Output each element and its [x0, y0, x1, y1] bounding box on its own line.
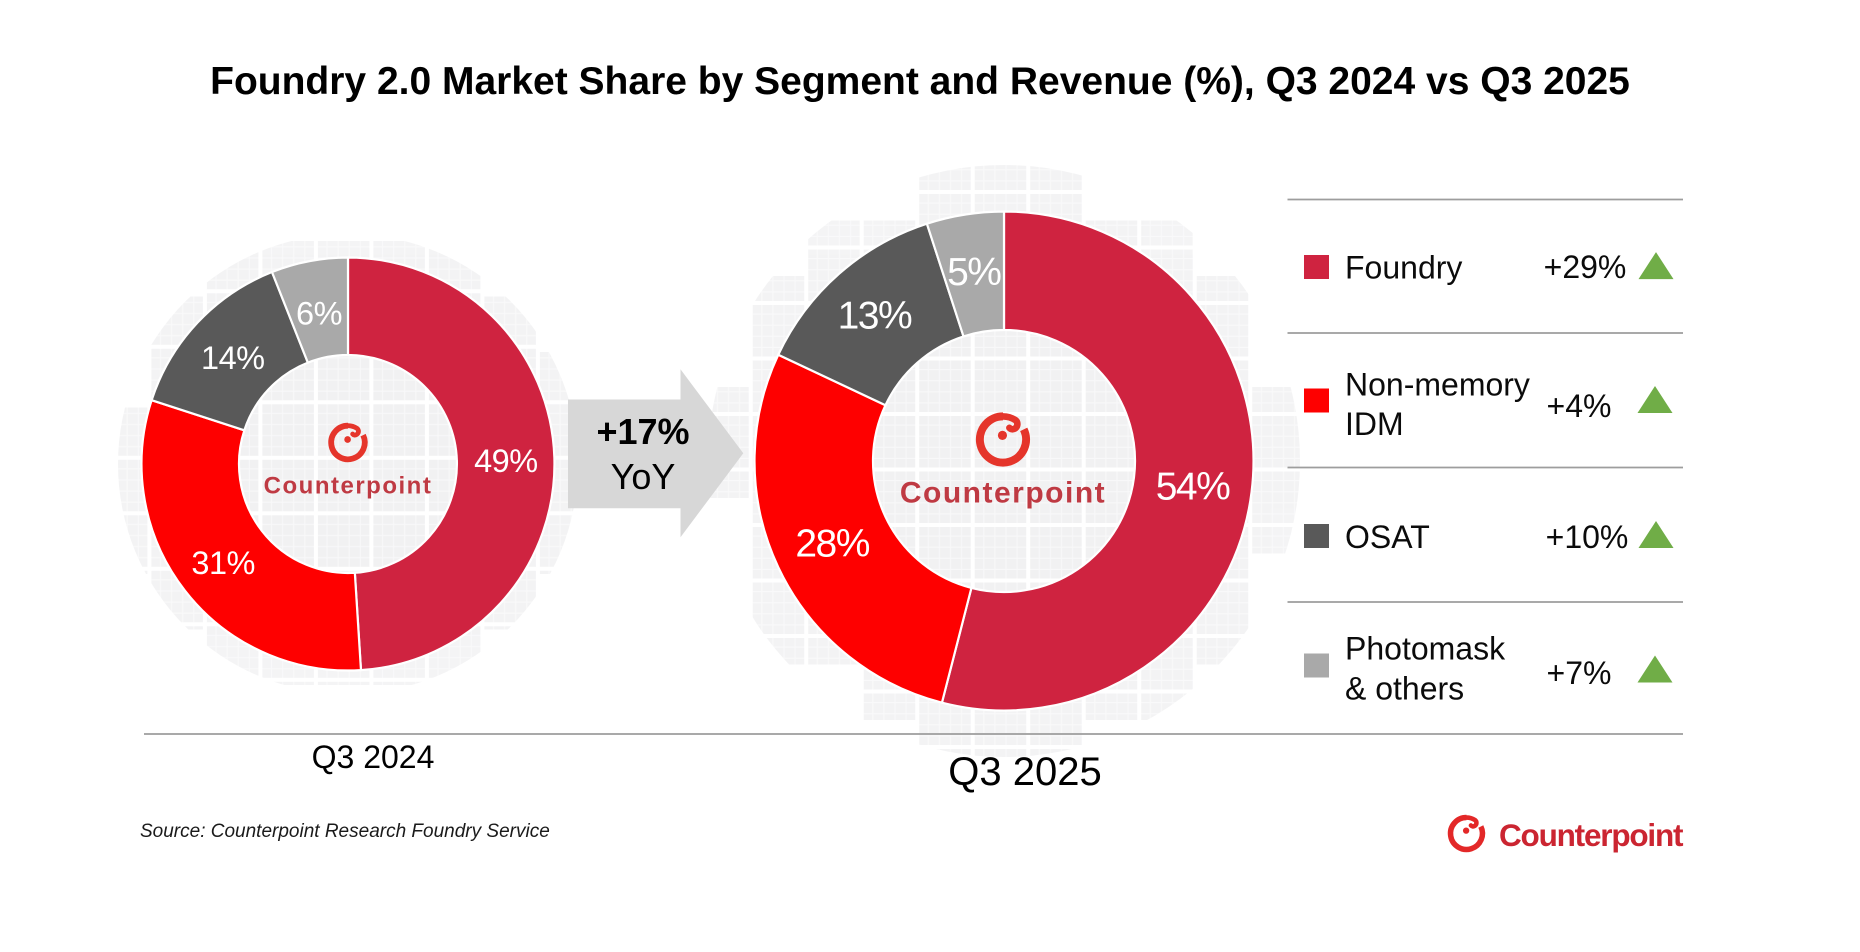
svg-text:31%: 31%	[191, 545, 255, 581]
svg-text:YoY: YoY	[611, 456, 676, 497]
svg-text:Q3 2025: Q3 2025	[948, 750, 1101, 794]
svg-text:49%: 49%	[474, 443, 538, 479]
svg-text:Counterpoint: Counterpoint	[264, 473, 433, 500]
svg-text:Counterpoint: Counterpoint	[900, 477, 1106, 510]
svg-text:+4%: +4%	[1547, 388, 1612, 424]
svg-text:Photomask: Photomask	[1345, 631, 1506, 667]
svg-text:Foundry: Foundry	[1345, 250, 1462, 286]
svg-text:Source: Counterpoint Research: Source: Counterpoint Research Foundry Se…	[140, 821, 550, 842]
svg-text:+17%: +17%	[596, 411, 689, 452]
svg-text:Q3 2024: Q3 2024	[312, 739, 435, 775]
svg-text:IDM: IDM	[1345, 406, 1404, 442]
svg-text:13%: 13%	[838, 295, 912, 338]
svg-text:5%: 5%	[947, 251, 1001, 294]
svg-text:Counterpoint: Counterpoint	[1499, 817, 1684, 853]
svg-text:Foundry 2.0 Market Share by Se: Foundry 2.0 Market Share by Segment and …	[210, 60, 1630, 103]
svg-text:Non-memory: Non-memory	[1345, 367, 1530, 403]
svg-text:28%: 28%	[795, 522, 869, 565]
svg-text:54%: 54%	[1156, 465, 1230, 508]
svg-text:OSAT: OSAT	[1345, 519, 1430, 555]
svg-text:14%: 14%	[201, 340, 265, 376]
svg-text:& others: & others	[1345, 671, 1464, 707]
svg-text:+10%: +10%	[1546, 519, 1629, 555]
svg-text:+29%: +29%	[1544, 249, 1627, 285]
svg-text:6%: 6%	[296, 296, 342, 332]
svg-text:+7%: +7%	[1547, 655, 1612, 691]
